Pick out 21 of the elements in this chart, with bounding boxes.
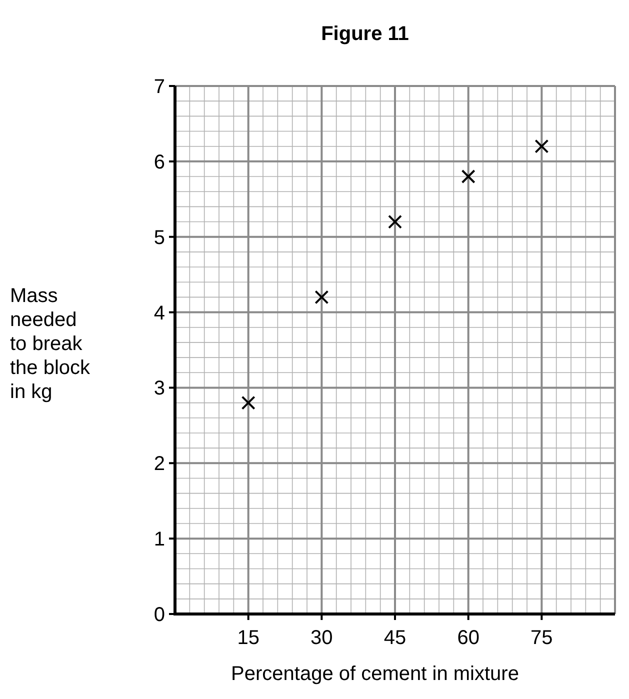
- point: [241, 396, 256, 410]
- y-tick-label: 4: [154, 302, 165, 324]
- y-tick-label: 5: [154, 226, 165, 249]
- x-axis-title: Percentage of cement in mixture: [231, 663, 519, 685]
- y-tick-label: 1: [154, 528, 165, 551]
- y-tick-label: 6: [154, 151, 165, 174]
- y-axis-title: Mass needed to break the block in kg: [10, 285, 92, 403]
- x-tick-label: 15: [237, 627, 260, 649]
- chart-title: Figure 11: [321, 23, 409, 45]
- point: [534, 139, 549, 154]
- y-tick-label: 3: [154, 378, 165, 400]
- x-tick-label: 60: [457, 627, 480, 649]
- y-tick-label: 7: [154, 76, 165, 98]
- point: [461, 170, 476, 184]
- point: [388, 214, 402, 229]
- y-tick-label: 2: [154, 453, 165, 476]
- point: [314, 290, 329, 304]
- x-tick-label: 75: [530, 627, 553, 649]
- y-tick-label: 0: [154, 604, 165, 626]
- x-tick-label: 45: [384, 627, 406, 649]
- x-tick-label: 30: [310, 627, 333, 649]
